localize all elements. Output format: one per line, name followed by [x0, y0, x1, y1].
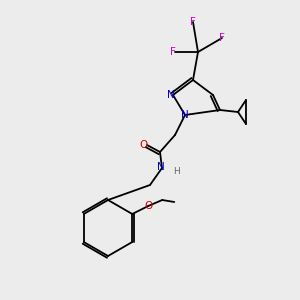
Text: O: O	[144, 201, 152, 211]
Text: N: N	[167, 90, 175, 100]
Text: N: N	[157, 162, 165, 172]
Text: F: F	[219, 33, 225, 43]
Text: H: H	[174, 167, 180, 176]
Text: O: O	[140, 140, 148, 150]
Text: N: N	[181, 110, 189, 120]
Text: F: F	[190, 17, 196, 27]
Text: F: F	[170, 47, 176, 57]
